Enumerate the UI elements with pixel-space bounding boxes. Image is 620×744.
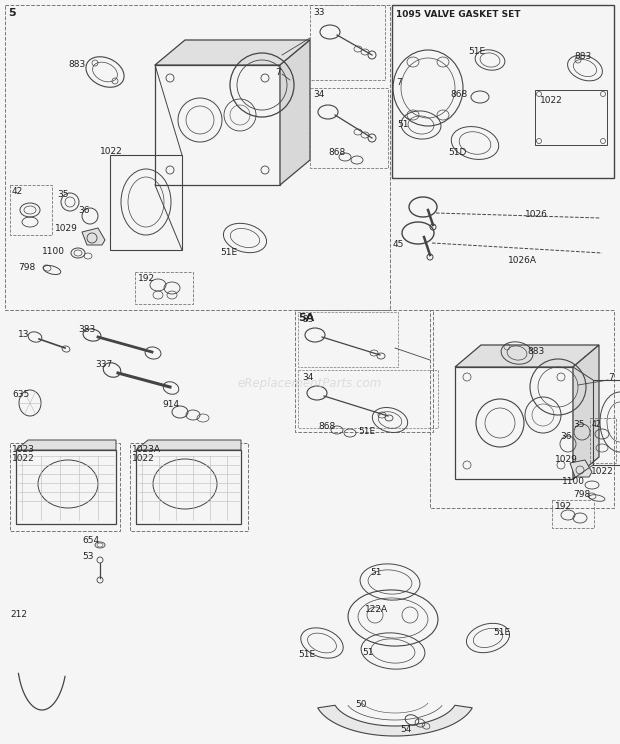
- Text: 1095 VALVE GASKET SET: 1095 VALVE GASKET SET: [396, 10, 521, 19]
- Text: 383: 383: [78, 325, 95, 334]
- Text: 192: 192: [555, 502, 572, 511]
- Bar: [310, 88, 388, 168]
- Polygon shape: [570, 460, 592, 477]
- Text: 33: 33: [313, 8, 324, 17]
- Bar: [455, 367, 573, 479]
- Bar: [295, 310, 433, 432]
- Text: 868: 868: [318, 422, 335, 431]
- Text: 45: 45: [393, 240, 404, 249]
- Text: 798: 798: [573, 490, 590, 499]
- Text: 13: 13: [18, 330, 30, 339]
- Text: 35: 35: [57, 190, 68, 199]
- Text: 1100: 1100: [42, 247, 65, 256]
- Text: 36: 36: [560, 432, 572, 441]
- Bar: [430, 310, 614, 508]
- Text: 1022: 1022: [591, 467, 614, 476]
- Text: 1023A: 1023A: [132, 445, 161, 454]
- Bar: [155, 65, 280, 185]
- Text: 1022: 1022: [540, 96, 563, 105]
- Text: 635: 635: [12, 390, 29, 399]
- Text: 883: 883: [527, 347, 544, 356]
- Bar: [16, 450, 116, 524]
- Text: 1026: 1026: [525, 210, 548, 219]
- Text: 1022: 1022: [12, 454, 35, 463]
- Text: 42: 42: [12, 187, 24, 196]
- Text: 1100: 1100: [562, 477, 585, 486]
- Text: 1029: 1029: [555, 455, 578, 464]
- Text: 7: 7: [275, 68, 281, 77]
- Text: 1022: 1022: [132, 454, 155, 463]
- Text: 36: 36: [78, 206, 89, 215]
- Polygon shape: [155, 40, 310, 65]
- Text: 212: 212: [10, 610, 27, 619]
- Text: 337: 337: [95, 360, 112, 369]
- Text: 868: 868: [328, 148, 345, 157]
- Bar: [392, 5, 614, 178]
- Bar: [136, 450, 241, 524]
- Text: 654: 654: [82, 536, 99, 545]
- Text: 1022: 1022: [100, 147, 123, 156]
- Text: 54: 54: [400, 725, 412, 734]
- Text: 1026A: 1026A: [508, 256, 537, 265]
- Polygon shape: [136, 440, 241, 450]
- Text: 868: 868: [450, 90, 467, 99]
- Text: 51E: 51E: [468, 47, 485, 56]
- Text: 34: 34: [313, 90, 324, 99]
- Text: 1029: 1029: [55, 224, 78, 233]
- Bar: [135, 272, 193, 304]
- Text: 883: 883: [68, 60, 86, 69]
- Polygon shape: [16, 440, 116, 450]
- Bar: [130, 443, 248, 531]
- Text: 122A: 122A: [365, 605, 388, 614]
- Text: 51E: 51E: [358, 427, 375, 436]
- Text: 35: 35: [573, 420, 585, 429]
- Text: 883: 883: [574, 52, 591, 61]
- Text: 7: 7: [396, 78, 402, 87]
- Text: 51D: 51D: [448, 148, 466, 157]
- Text: 1023: 1023: [12, 445, 35, 454]
- Bar: [5, 5, 390, 310]
- Bar: [535, 90, 607, 145]
- Polygon shape: [573, 345, 599, 479]
- Text: 51: 51: [397, 120, 409, 129]
- Text: 51E: 51E: [493, 628, 510, 637]
- Bar: [590, 418, 616, 463]
- Bar: [593, 380, 620, 465]
- Text: 7: 7: [608, 373, 614, 382]
- Bar: [10, 185, 52, 235]
- Text: eReplacementParts.com: eReplacementParts.com: [238, 376, 382, 390]
- Text: 50: 50: [355, 700, 366, 709]
- Text: 192: 192: [138, 274, 155, 283]
- Text: 33: 33: [302, 315, 314, 324]
- Text: 51: 51: [362, 648, 373, 657]
- Text: 51E: 51E: [220, 248, 237, 257]
- Polygon shape: [317, 705, 472, 736]
- Polygon shape: [82, 228, 105, 245]
- Text: 914: 914: [162, 400, 179, 409]
- Bar: [298, 312, 398, 367]
- Bar: [310, 5, 385, 80]
- Text: 51E: 51E: [298, 650, 315, 659]
- Bar: [10, 443, 120, 531]
- Text: 51: 51: [370, 568, 381, 577]
- Text: 53: 53: [82, 552, 94, 561]
- Polygon shape: [280, 40, 310, 185]
- Bar: [110, 155, 182, 250]
- Polygon shape: [455, 345, 599, 367]
- Bar: [298, 370, 438, 428]
- Text: 5: 5: [8, 8, 16, 18]
- Text: 34: 34: [302, 373, 313, 382]
- Text: 798: 798: [18, 263, 35, 272]
- Bar: [552, 500, 594, 528]
- Text: 5A: 5A: [298, 313, 314, 323]
- Text: 42: 42: [592, 420, 601, 429]
